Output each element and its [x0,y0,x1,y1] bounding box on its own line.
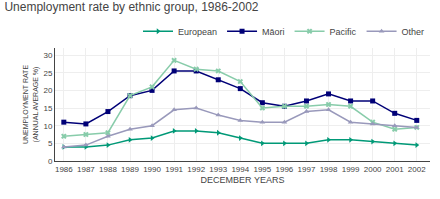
svg-text:Māori: Māori [262,27,285,37]
svg-text:1996: 1996 [276,165,294,174]
svg-text:1995: 1995 [253,165,271,174]
svg-text:1988: 1988 [99,165,117,174]
svg-text:2002: 2002 [408,165,426,174]
svg-text:25: 25 [43,69,52,78]
svg-text:20: 20 [43,86,52,95]
svg-text:1994: 1994 [231,165,249,174]
svg-text:0: 0 [48,157,53,166]
svg-text:1989: 1989 [121,165,139,174]
svg-text:2000: 2000 [364,165,382,174]
svg-text:2001: 2001 [386,165,404,174]
svg-text:1997: 1997 [298,165,316,174]
svg-text:15: 15 [43,104,52,113]
svg-text:1986: 1986 [55,165,73,174]
svg-text:1992: 1992 [187,165,205,174]
svg-text:Pacific: Pacific [330,27,357,37]
svg-text:1990: 1990 [143,165,161,174]
svg-text:1987: 1987 [77,165,95,174]
svg-text:1998: 1998 [320,165,338,174]
svg-text:1991: 1991 [165,165,183,174]
svg-text:5: 5 [48,139,53,148]
svg-text:DECEMBER YEARS: DECEMBER YEARS [201,175,285,185]
svg-text:Other: Other [402,27,425,37]
svg-text:1999: 1999 [342,165,360,174]
svg-text:UNEMPLOYMENT RATE(ANNUAL AVERA: UNEMPLOYMENT RATE(ANNUAL AVERAGE %) [22,65,39,144]
svg-text:1993: 1993 [209,165,227,174]
svg-text:European: European [178,27,217,37]
svg-text:10: 10 [43,121,52,130]
svg-text:30: 30 [43,51,52,60]
svg-text:Unemployment rate by ethnic gr: Unemployment rate by ethnic group, 1986-… [4,0,258,14]
